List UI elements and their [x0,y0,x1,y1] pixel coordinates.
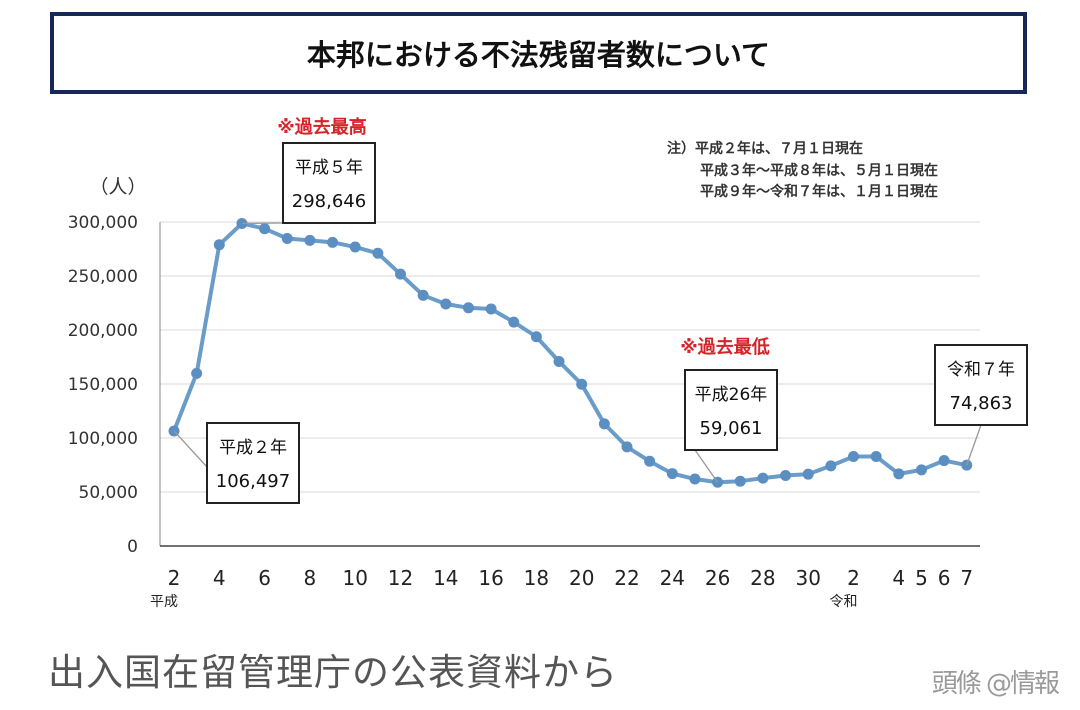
annotation-leader [966,424,982,466]
footer-caption: 出入国在留管理庁の公表資料から [48,651,618,694]
watermark: 頭條 @情報 [931,669,1060,699]
x-tick-label: 2 [168,566,181,590]
x-tick-label: 18 [524,566,549,590]
data-point [870,451,882,463]
x-tick-label: 22 [614,566,639,590]
annotation-value: 59,061 [700,418,763,439]
x-tick-label: 4 [892,566,905,590]
data-point [621,441,633,453]
annotation-value: 74,863 [950,393,1013,414]
data-point [915,464,927,476]
data-point [644,455,656,467]
data-point [259,223,271,235]
x-tick-label: 2 [847,566,860,590]
x-tick-label: 8 [304,566,317,590]
y-tick-label: 50,000 [79,483,138,503]
x-tick-label: 6 [258,566,271,590]
data-point [304,234,316,246]
data-point [213,239,225,251]
chart-title: 本邦における不法残留者数について [50,12,1027,94]
data-point [327,236,339,248]
data-point [689,473,701,485]
y-tick-label: 200,000 [68,321,138,341]
data-point [372,247,384,259]
x-tick-label: 14 [433,566,458,590]
x-tick-label: 6 [938,566,951,590]
data-point [485,303,497,315]
data-point [802,468,814,480]
x-tick-label: 16 [478,566,503,590]
data-point [576,378,588,390]
annotation-label: 平成26年 [695,385,768,405]
data-point [553,355,565,367]
data-point [825,460,837,472]
data-point [938,455,950,467]
x-tick-label: 5 [915,566,928,590]
x-tick-label: 7 [960,566,973,590]
annotation-label: 令和７年 [947,360,1015,380]
data-point [281,232,293,244]
data-point [893,468,905,480]
note-line: 平成９年〜令和７年は、１月１日現在 [700,183,938,200]
era-label: 令和 [830,594,858,610]
data-point [462,302,474,314]
line-chart: 300,000 250,000 200,000 150,000 100,000 50,00… [68,116,1028,610]
data-point [395,268,406,280]
y-tick-label: 150,000 [68,375,138,395]
note-line: 平成３年〜平成８年は、５月１日現在 [700,162,938,179]
data-point [508,316,520,328]
note-line: 注）平成２年は、７月１日現在 [667,140,863,157]
y-tick-label: 100,000 [68,429,138,449]
annotation-box [934,344,1028,426]
data-point [848,450,859,462]
highlight-max-label: ※過去最高 [277,116,367,138]
data-point [780,470,792,482]
annotation-box [206,422,300,504]
y-unit-label: （人） [89,176,146,198]
data-point [440,298,452,310]
annotation-box [282,142,376,224]
annotation-value: 298,646 [292,191,366,212]
data-point [666,468,678,480]
annotation-leader [694,449,719,483]
x-tick-label: 4 [213,566,226,590]
annotation-value: 106,497 [216,471,290,492]
y-tick-label: 0 [127,537,138,557]
data-point [598,418,610,430]
data-point [734,475,746,487]
x-tick-label: 26 [705,566,730,590]
x-tick-label: 28 [750,566,775,590]
annotation-leader [173,430,208,468]
data-point [349,241,361,253]
data-point [191,367,203,379]
data-point [417,289,429,301]
x-tick-label: 30 [795,566,820,590]
x-tick-label: 10 [342,566,367,590]
data-point [757,472,769,484]
annotation-label: 平成５年 [295,158,363,178]
x-tick-label: 24 [660,566,685,590]
era-label: 平成 [150,594,178,610]
y-tick-label: 250,000 [68,267,138,287]
data-point [530,331,542,343]
highlight-min-label: ※過去最低 [680,336,770,358]
annotation-box [684,369,778,451]
x-tick-label: 12 [388,566,413,590]
y-tick-label: 300,000 [68,213,138,233]
annotation-label: 平成２年 [219,438,287,458]
x-tick-label: 20 [569,566,594,590]
